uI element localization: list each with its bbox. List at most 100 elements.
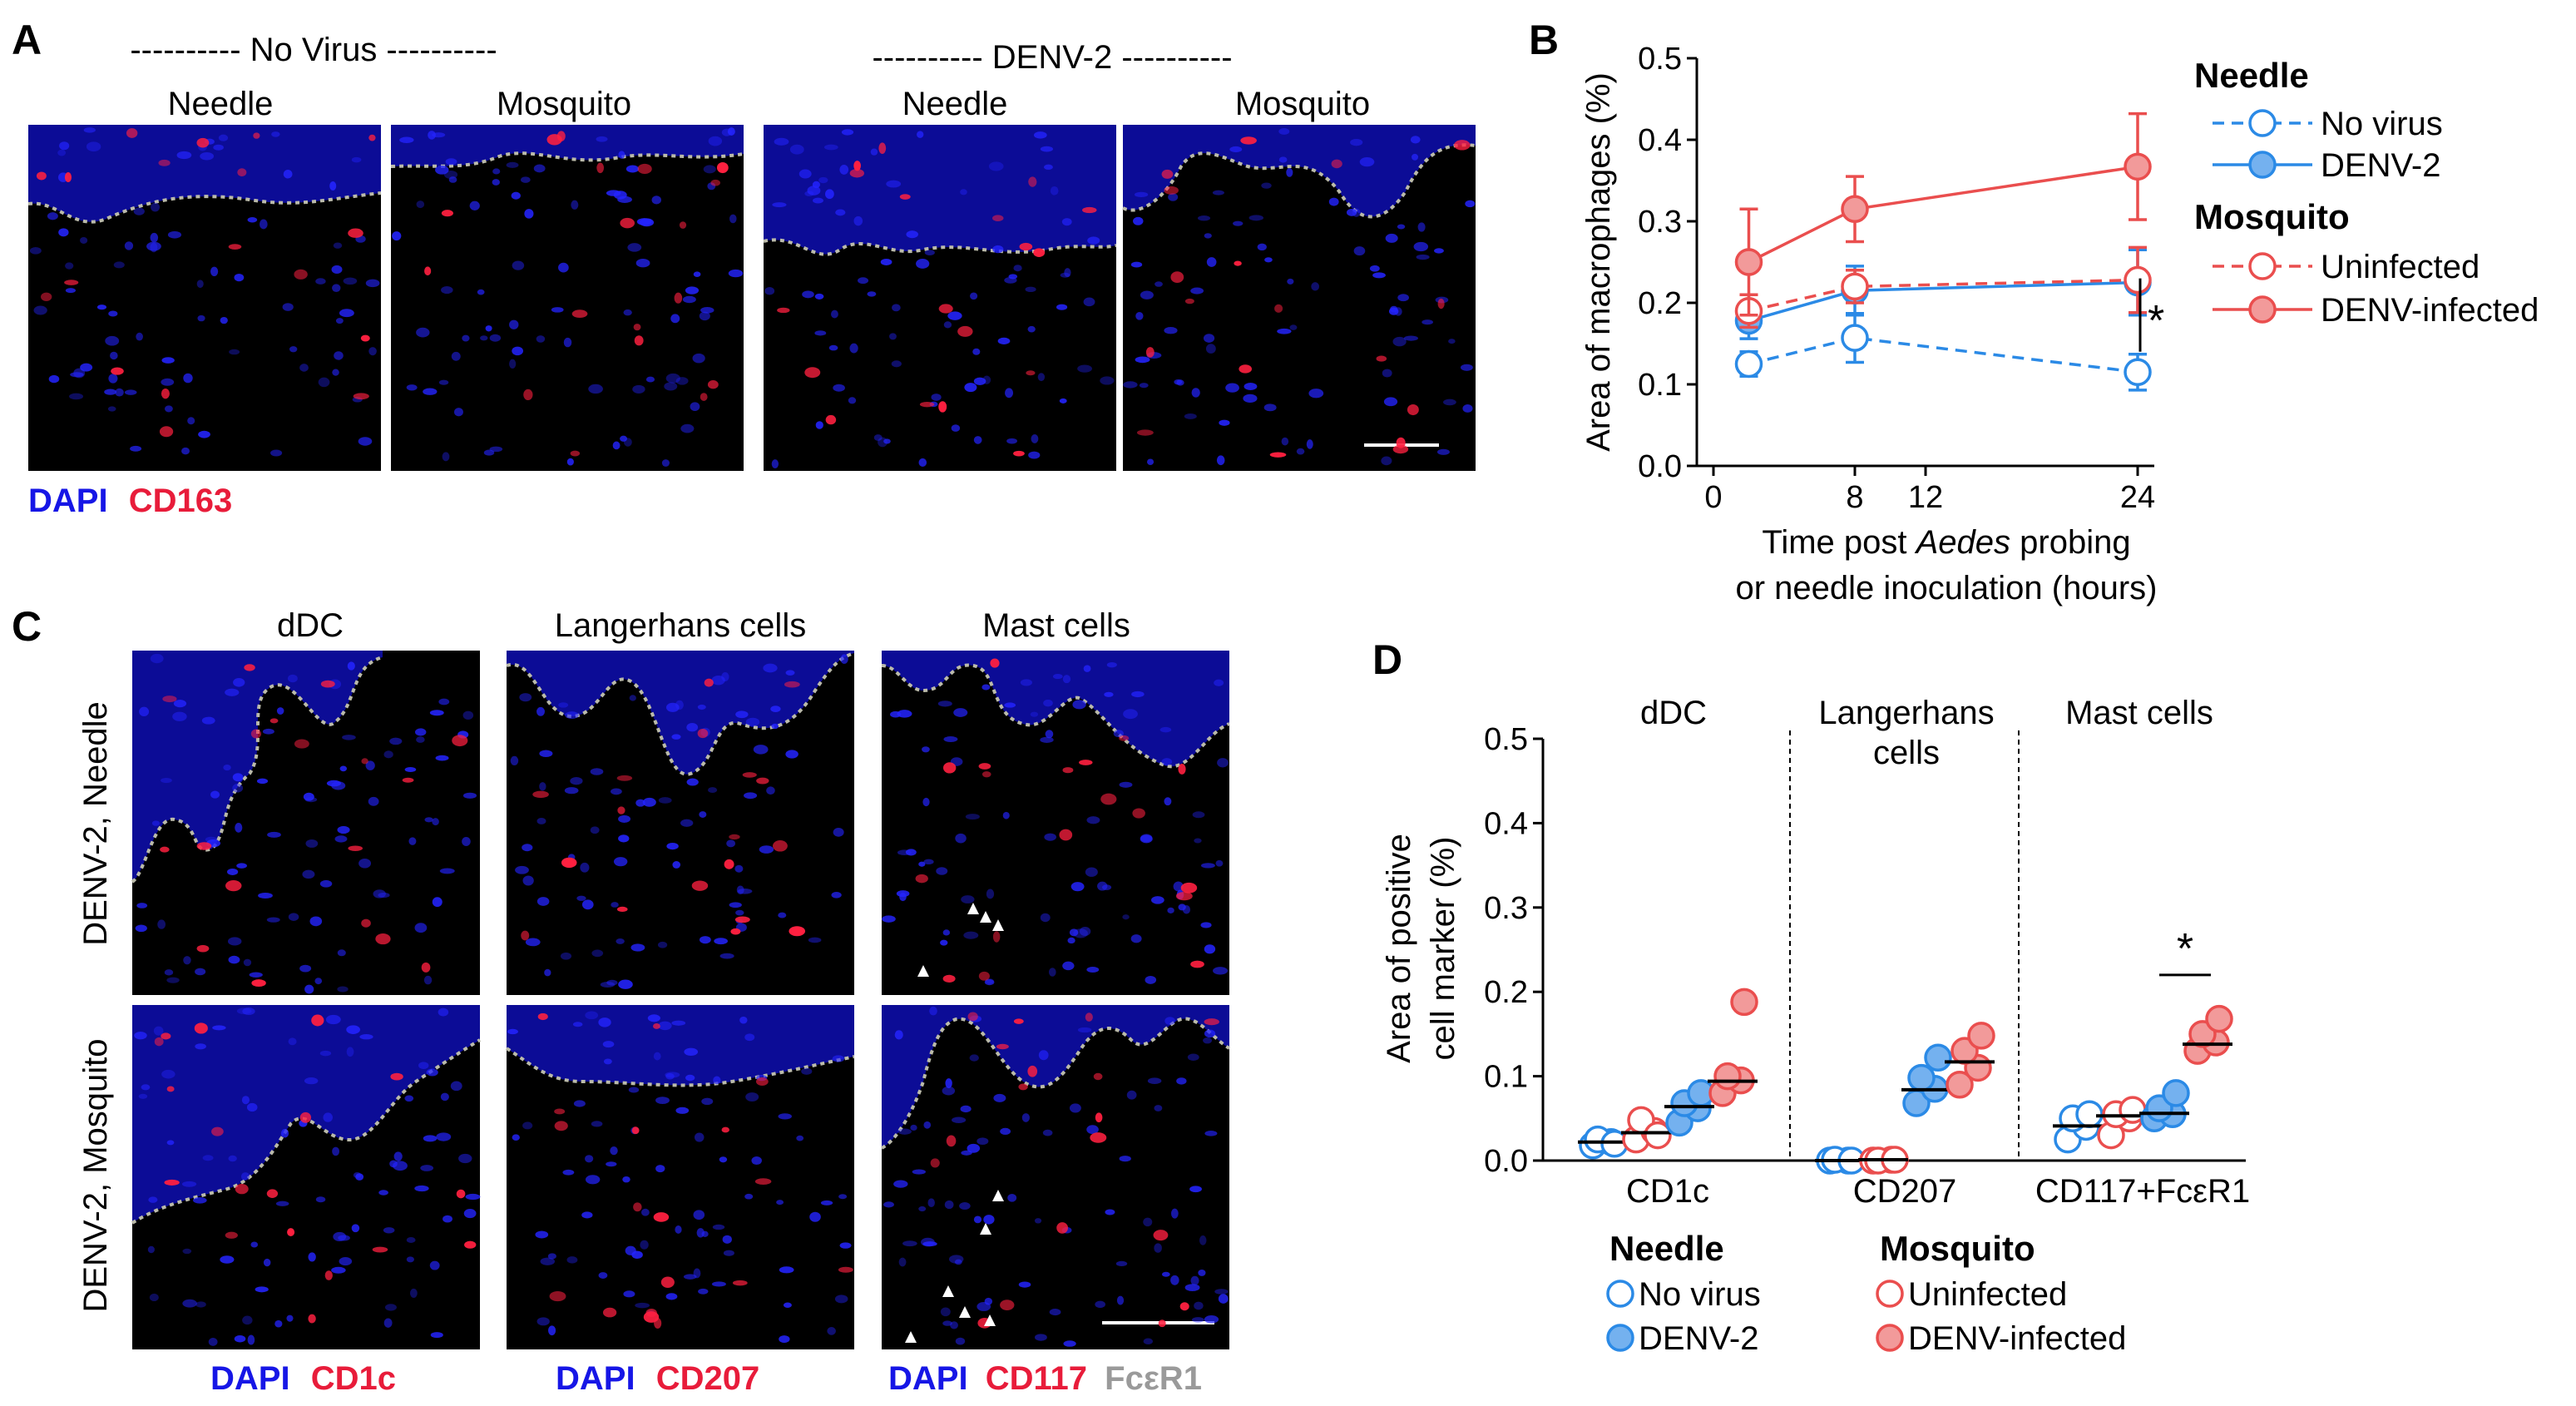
section-label-mast: Mast cells [2065,695,2213,731]
nucleus [1198,1269,1206,1276]
nucleus [636,218,652,225]
nucleus [339,309,354,318]
marker-cell [620,217,635,229]
nucleus [1421,319,1433,325]
nucleus [918,861,926,867]
nucleus [430,1332,443,1339]
nucleus [1214,679,1224,686]
nucleus [535,1230,549,1239]
nucleus [964,383,977,393]
marker-cell [938,304,953,314]
nucleus [241,1096,250,1105]
nucleus [812,181,820,189]
nucleus [258,892,273,899]
marker-cell [36,171,47,181]
nucleus [1034,1334,1047,1341]
nucleus [708,136,723,146]
nucleus [685,1074,695,1082]
nucleus [378,892,390,899]
nucleus [763,663,778,673]
nucleus [234,273,245,282]
marker-cell [421,962,431,973]
nucleus [458,1153,472,1164]
marker-cell [1170,271,1184,284]
marker-cell [653,1022,660,1029]
nucleus [858,277,869,285]
nucleus [383,1318,393,1328]
nucleus [642,797,656,807]
nucleus [565,711,579,720]
nucleus [536,1317,550,1326]
nucleus [195,1043,206,1050]
nucleus [898,1257,907,1267]
nucleus [489,446,503,453]
nucleus [1205,344,1216,354]
nucleus [984,979,995,986]
nucleus [627,243,642,252]
nucleus [172,711,187,721]
x-axis-label-part: Time post [1762,524,1916,561]
nucleus [1350,138,1363,146]
marker-cell [1119,735,1130,741]
nucleus [892,304,901,312]
nucleus [692,353,705,364]
arrowhead-icon [905,1331,917,1343]
nucleus [997,337,1011,344]
nucleus [544,968,551,977]
nucleus [525,938,541,947]
nucleus [770,705,781,712]
nucleus [719,953,734,959]
nucleus [521,176,531,183]
nucleus [512,260,525,270]
nucleus [1140,290,1154,300]
nucleus [389,737,403,745]
nucleus [573,1100,586,1107]
marker-cell [996,1043,1009,1050]
marker-cell [1164,186,1179,195]
arrowhead-icon [967,903,979,914]
nucleus [729,214,737,224]
nucleus [1145,975,1157,984]
nucleus [187,417,195,425]
y-tick-label: 0.5 [1638,42,1682,77]
nucleus [1434,248,1444,254]
nucleus [591,949,604,958]
y-axis-label: Area of macrophages (%) [1580,72,1617,452]
series-line-no-virus [1748,336,2138,374]
nucleus [1184,1284,1200,1292]
marker-cell [523,389,533,401]
marker-cell [1180,882,1198,894]
micrograph-a-mosquito-novirus [390,125,744,471]
nucleus [462,334,470,342]
nucleus [711,675,725,686]
marker-cell [1239,364,1253,374]
stain-label-dapi: DAPI [210,1360,290,1397]
nucleus [912,1169,927,1175]
nucleus [623,438,632,447]
marker-cell [878,142,887,155]
marker-cell [710,179,720,186]
nucleus [233,677,245,687]
nucleus [617,196,632,204]
nucleus [1164,797,1172,806]
data-point [1841,324,1869,352]
nucleus [48,374,60,384]
nucleus [334,351,344,360]
nucleus [96,304,107,310]
nucleus [814,330,827,336]
nucleus [585,1011,599,1020]
marker-cell [1018,1083,1028,1091]
marker-cell [942,762,957,774]
nucleus [315,1196,326,1203]
marker-cell [707,380,719,389]
nucleus [332,284,341,292]
nucleus [670,314,680,324]
nucleus [271,131,280,137]
marker-cell [126,128,138,138]
marker-cell [196,842,212,850]
nucleus [440,1092,449,1102]
nucleus [150,232,159,243]
marker-cell [1081,206,1097,214]
marker-cell [596,162,605,174]
nucleus [166,1140,175,1146]
